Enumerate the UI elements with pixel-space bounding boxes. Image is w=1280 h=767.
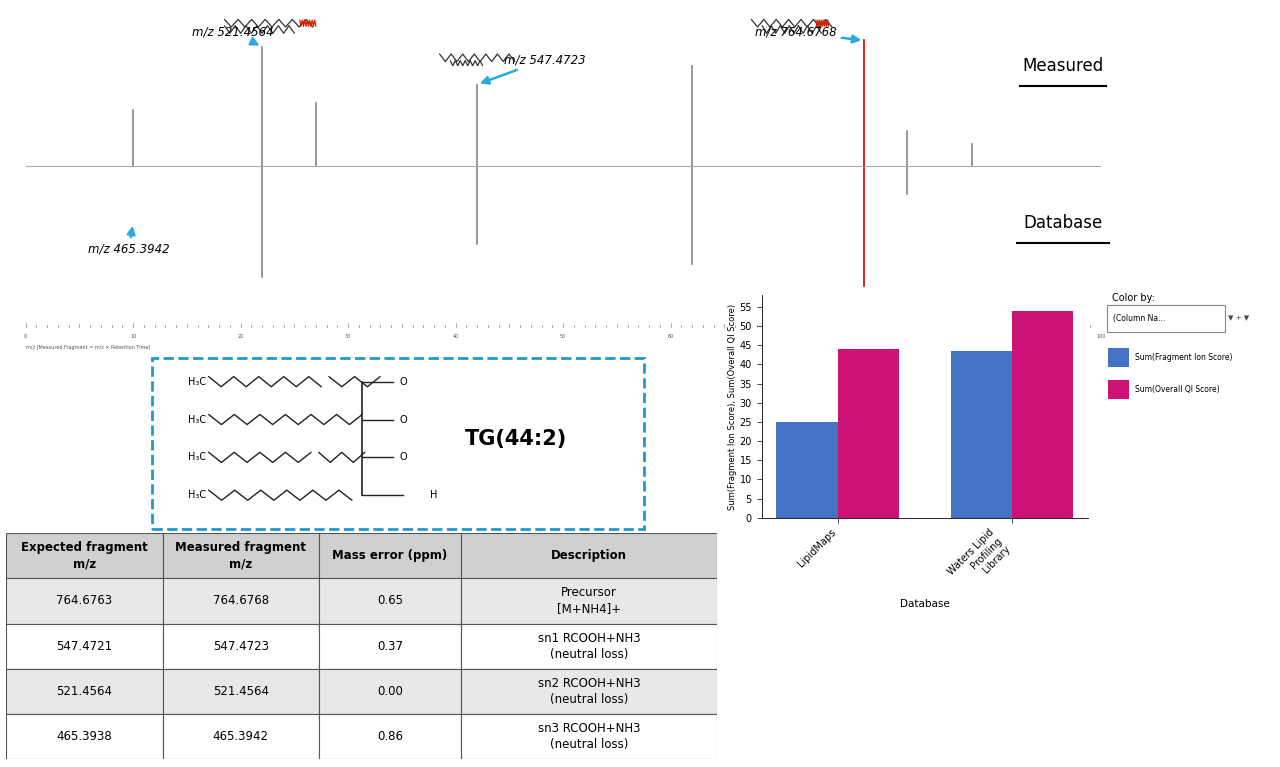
Bar [319, 624, 461, 669]
Bar [461, 714, 717, 759]
Text: 50: 50 [561, 334, 566, 339]
Text: Expected fragment
m/z: Expected fragment m/z [22, 542, 148, 570]
Bar [319, 669, 461, 714]
Bar [1108, 348, 1129, 367]
Bar [6, 533, 163, 578]
Bar [163, 714, 319, 759]
Bar [461, 533, 717, 578]
Text: 100: 100 [1096, 334, 1106, 339]
Text: Measured: Measured [1023, 57, 1103, 74]
Text: 0: 0 [24, 334, 27, 339]
Text: m/z 547.4723: m/z 547.4723 [483, 53, 586, 84]
Text: O: O [399, 377, 407, 387]
Bar [319, 533, 461, 578]
Text: 30: 30 [346, 334, 351, 339]
Bar [1012, 311, 1073, 518]
Text: H₃C: H₃C [188, 377, 206, 387]
Bar [1108, 380, 1129, 399]
Text: sn2 RCOOH+NH3
(neutral loss): sn2 RCOOH+NH3 (neutral loss) [538, 677, 640, 706]
Text: m/z 521.4564: m/z 521.4564 [192, 26, 274, 44]
Text: m/z 764.6768: m/z 764.6768 [755, 26, 859, 42]
Text: 0.37: 0.37 [378, 640, 403, 653]
Text: 764.6763: 764.6763 [56, 594, 113, 607]
Text: 764.6768: 764.6768 [212, 594, 269, 607]
Text: ▼ + ▼: ▼ + ▼ [1229, 315, 1249, 321]
Bar [163, 578, 319, 624]
Text: H: H [430, 490, 438, 500]
Text: Color by:: Color by: [1112, 293, 1155, 303]
Text: 547.4723: 547.4723 [212, 640, 269, 653]
Text: H₃C: H₃C [188, 490, 206, 500]
Bar [461, 578, 717, 624]
FancyBboxPatch shape [152, 358, 644, 529]
Text: Mass error (ppm): Mass error (ppm) [333, 549, 448, 562]
Bar [6, 624, 163, 669]
Y-axis label: Sum(Fragment Ion Score), Sum(Overall QI Score): Sum(Fragment Ion Score), Sum(Overall QI … [727, 304, 736, 509]
Bar [6, 714, 163, 759]
Text: 20: 20 [238, 334, 243, 339]
Text: 465.3938: 465.3938 [56, 730, 113, 743]
Text: sn1 RCOOH+NH3
(neutral loss): sn1 RCOOH+NH3 (neutral loss) [538, 632, 640, 660]
Text: H₃C: H₃C [188, 453, 206, 463]
Text: 90: 90 [991, 334, 996, 339]
Bar [461, 669, 717, 714]
Bar [6, 578, 163, 624]
Text: (Column Na...: (Column Na... [1114, 314, 1166, 322]
Bar [163, 669, 319, 714]
Text: O: O [399, 453, 407, 463]
Text: H₃C: H₃C [188, 414, 206, 424]
Text: 40: 40 [453, 334, 458, 339]
Text: TG(44:2): TG(44:2) [465, 430, 567, 449]
Text: Precursor
[M+NH4]+: Precursor [M+NH4]+ [557, 587, 621, 615]
Text: Database: Database [1024, 214, 1103, 232]
Text: m/z [Measured Fragment = m/z × Retention Time]: m/z [Measured Fragment = m/z × Retention… [26, 344, 150, 350]
Bar [319, 578, 461, 624]
Text: Sum(Fragment Ion Score): Sum(Fragment Ion Score) [1135, 353, 1233, 362]
Text: 521.4564: 521.4564 [212, 685, 269, 698]
Text: 70: 70 [776, 334, 781, 339]
FancyBboxPatch shape [1107, 305, 1225, 332]
Text: 0.86: 0.86 [378, 730, 403, 743]
Bar [461, 624, 717, 669]
Bar [777, 422, 837, 518]
Text: Sum(Overall QI Score): Sum(Overall QI Score) [1135, 385, 1220, 394]
X-axis label: Database: Database [900, 599, 950, 609]
Text: sn3 RCOOH+NH3
(neutral loss): sn3 RCOOH+NH3 (neutral loss) [538, 723, 640, 751]
Text: 547.4721: 547.4721 [56, 640, 113, 653]
Bar [951, 351, 1012, 518]
Bar [163, 533, 319, 578]
Text: 10: 10 [131, 334, 136, 339]
Text: 60: 60 [668, 334, 673, 339]
Bar [837, 349, 899, 518]
Text: 80: 80 [883, 334, 888, 339]
Text: 0.65: 0.65 [378, 594, 403, 607]
Bar [319, 714, 461, 759]
Text: m/z 465.3942: m/z 465.3942 [88, 229, 169, 255]
Bar [163, 624, 319, 669]
Text: 0.00: 0.00 [378, 685, 403, 698]
Text: Measured fragment
m/z: Measured fragment m/z [175, 542, 306, 570]
Bar [6, 669, 163, 714]
Text: Description: Description [550, 549, 627, 562]
Text: 521.4564: 521.4564 [56, 685, 113, 698]
Text: 465.3942: 465.3942 [212, 730, 269, 743]
Text: O: O [399, 414, 407, 424]
